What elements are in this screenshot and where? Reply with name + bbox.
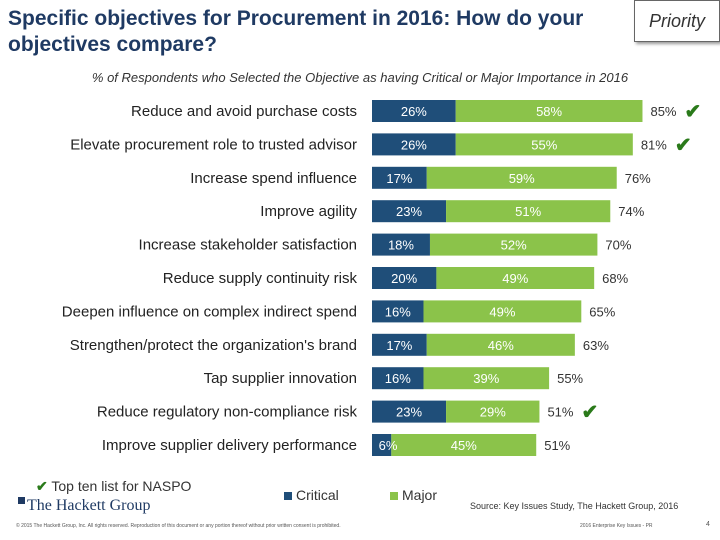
major-value-label: 45% <box>451 438 477 453</box>
critical-value-label: 17% <box>386 338 412 353</box>
major-bar <box>446 200 611 223</box>
category-label: Increase stakeholder satisfaction <box>139 237 357 254</box>
category-label: Reduce supply continuity risk <box>163 270 358 287</box>
major-bar <box>426 166 617 189</box>
check-icon: ✔ <box>36 478 48 494</box>
critical-bar <box>372 100 456 122</box>
total-value-label: 74% <box>618 204 644 219</box>
critical-bar <box>372 166 427 189</box>
major-value-label: 58% <box>536 104 562 119</box>
critical-value-label: 6% <box>379 438 398 453</box>
major-value-label: 49% <box>502 271 528 286</box>
major-bar <box>455 100 643 122</box>
legend-major-swatch <box>390 492 398 501</box>
source-note: Source: Key Issues Study, The Hackett Gr… <box>470 501 679 511</box>
legend-major-label: Major <box>402 487 438 503</box>
total-value-label: 68% <box>602 271 628 286</box>
critical-bar <box>372 367 424 390</box>
category-label: Tap supplier innovation <box>204 370 357 387</box>
critical-value-label: 16% <box>385 371 411 386</box>
major-bar <box>391 434 537 456</box>
total-value-label: 85% <box>650 104 676 119</box>
critical-value-label: 26% <box>401 104 427 119</box>
category-label: Reduce and avoid purchase costs <box>131 103 357 120</box>
critical-value-label: 23% <box>396 405 422 420</box>
critical-value-label: 20% <box>391 271 417 286</box>
logo-text: The Hackett Group <box>27 497 151 514</box>
critical-value-label: 17% <box>386 171 412 186</box>
major-bar <box>429 233 598 256</box>
critical-bar <box>372 400 447 423</box>
category-label: Strengthen/protect the organization's br… <box>70 337 357 354</box>
legend-naspo: ✔ Top ten list for NASPO <box>36 478 191 495</box>
check-icon: ✔ <box>675 134 692 156</box>
category-label: Deepen influence on complex indirect spe… <box>62 303 357 320</box>
copyright-notice: © 2015 The Hackett Group, Inc. All right… <box>16 523 341 529</box>
critical-bar <box>372 133 456 156</box>
critical-bar <box>372 267 437 289</box>
major-value-label: 29% <box>480 405 506 420</box>
major-value-label: 46% <box>488 338 514 353</box>
major-bar <box>423 367 550 390</box>
major-value-label: 52% <box>501 238 527 253</box>
critical-value-label: 16% <box>385 304 411 319</box>
major-bar <box>423 300 582 323</box>
total-value-label: 76% <box>625 171 651 186</box>
total-value-label: 51% <box>547 405 573 420</box>
major-value-label: 59% <box>509 171 535 186</box>
total-value-label: 55% <box>557 371 583 386</box>
total-value-label: 65% <box>589 304 615 319</box>
stacked-bar-chart: Reduce and avoid purchase costs 26% 58% 85%… <box>62 100 701 456</box>
page-title: Specific objectives for Procurement in 2… <box>8 7 584 56</box>
legend-critical-swatch <box>284 492 292 501</box>
doc-reference: 2016 Enterprise Key Issues - PR <box>580 523 653 529</box>
major-value-label: 55% <box>531 137 557 152</box>
critical-bar <box>372 434 392 456</box>
category-label: Improve supplier delivery performance <box>102 437 357 454</box>
chart-subtitle: % of Respondents who Selected the Object… <box>91 70 629 85</box>
critical-value-label: 18% <box>388 238 414 253</box>
legend-major: Major <box>390 487 437 503</box>
total-value-label: 70% <box>605 238 631 253</box>
critical-value-label: 23% <box>396 204 422 219</box>
major-bar <box>446 400 540 423</box>
category-label: Increase spend influence <box>190 170 357 187</box>
major-bar <box>436 267 595 289</box>
total-value-label: 51% <box>544 438 570 453</box>
major-value-label: 39% <box>473 371 499 386</box>
total-value-label: 81% <box>641 137 667 152</box>
category-label: Elevate procurement role to trusted advi… <box>70 136 357 153</box>
major-value-label: 51% <box>515 204 541 219</box>
major-value-label: 49% <box>489 304 515 319</box>
critical-bar <box>372 233 430 256</box>
major-bar <box>455 133 633 156</box>
check-icon: ✔ <box>684 101 701 123</box>
logo-mark-icon <box>18 497 25 504</box>
critical-value-label: 26% <box>401 137 427 152</box>
legend-critical-label: Critical <box>296 487 339 503</box>
critical-bar <box>372 200 447 223</box>
legend-critical: Critical <box>284 487 339 503</box>
critical-bar <box>372 333 427 356</box>
priority-badge: Priority <box>634 0 720 42</box>
page-number: 4 <box>706 521 710 528</box>
total-value-label: 63% <box>583 338 609 353</box>
critical-bar <box>372 300 424 323</box>
legend-naspo-label: Top ten list for NASPO <box>51 478 192 494</box>
company-logo: The Hackett Group <box>18 497 151 515</box>
major-bar <box>426 333 575 356</box>
check-icon: ✔ <box>581 402 598 424</box>
category-label: Reduce regulatory non-compliance risk <box>97 404 358 421</box>
category-label: Improve agility <box>260 203 357 220</box>
